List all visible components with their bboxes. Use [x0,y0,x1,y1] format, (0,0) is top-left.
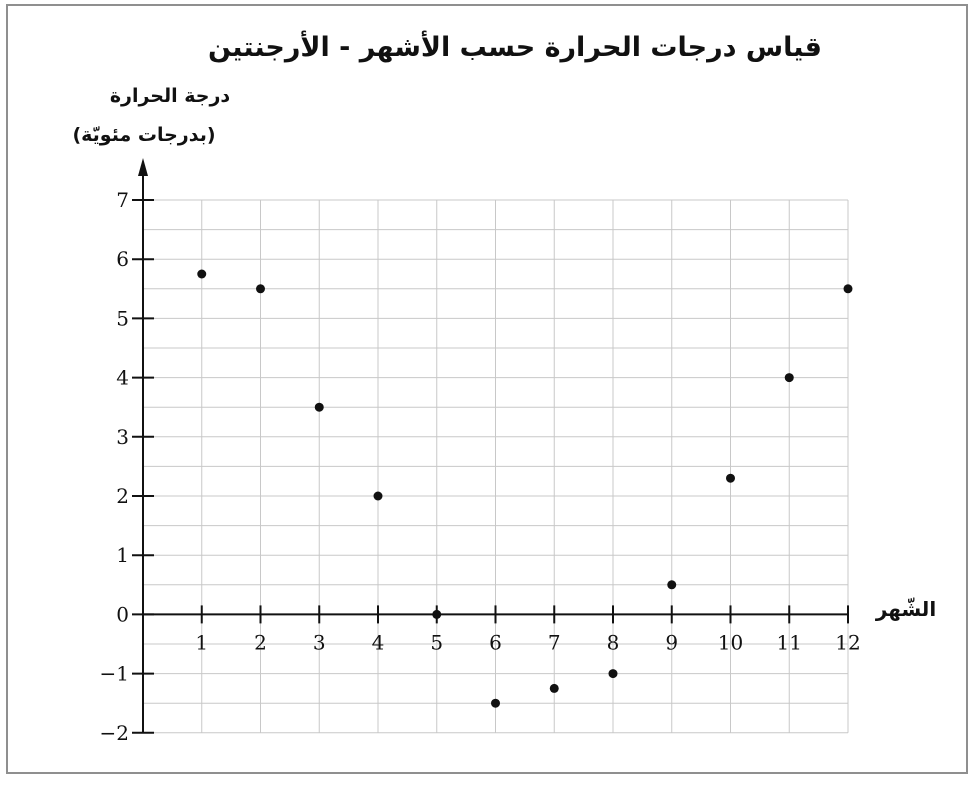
chart-frame [6,4,968,774]
data-point [197,269,207,279]
x-tick-label: 12 [835,630,860,654]
y-axis-label-line1: درجة الحرارة [110,85,231,107]
x-tick-label: 4 [372,630,385,654]
data-point [667,580,677,590]
data-point [314,402,324,412]
x-tick-label: 11 [777,630,802,654]
grid [143,199,849,734]
data-point [432,609,442,619]
data-point [784,373,794,383]
y-tick-label: 2 [116,484,129,508]
y-tick-label: 5 [116,306,129,330]
x-tick-label: 2 [254,630,267,654]
y-tick-label: 7 [116,188,129,212]
x-tick-label: 8 [607,630,620,654]
y-tick-label: −2 [100,721,129,745]
data-point [549,683,559,693]
data-point [256,284,265,294]
x-axis-label: الشّهر [875,597,936,621]
x-tick-label: 10 [718,630,743,654]
y-axis-label-line2: (بدرجات مئويّة) [72,124,215,146]
data-points [197,269,853,708]
y-tick-label: 6 [116,247,129,271]
data-point [491,698,500,708]
data-point [608,669,618,679]
y-tick-label: 1 [116,543,129,567]
y-tick-label: 3 [116,425,129,449]
x-tick-label: 7 [548,630,561,654]
data-point [843,284,853,294]
y-tick-label: −1 [100,662,129,686]
x-tick-label: 9 [665,630,678,654]
data-point [726,473,735,483]
y-tick-label: 0 [116,602,129,626]
y-tick-label: 4 [116,366,129,390]
x-tick-label: 6 [489,630,502,654]
axes [132,158,849,734]
chart-title: قياس درجات الحرارة حسب الأشهر - الأرجنتي… [208,30,822,63]
x-tick-label: 5 [430,630,443,654]
y-axis-arrow-icon [138,158,148,176]
x-tick-label: 3 [313,630,326,654]
x-tick-label: 1 [195,630,208,654]
data-point [373,491,383,501]
